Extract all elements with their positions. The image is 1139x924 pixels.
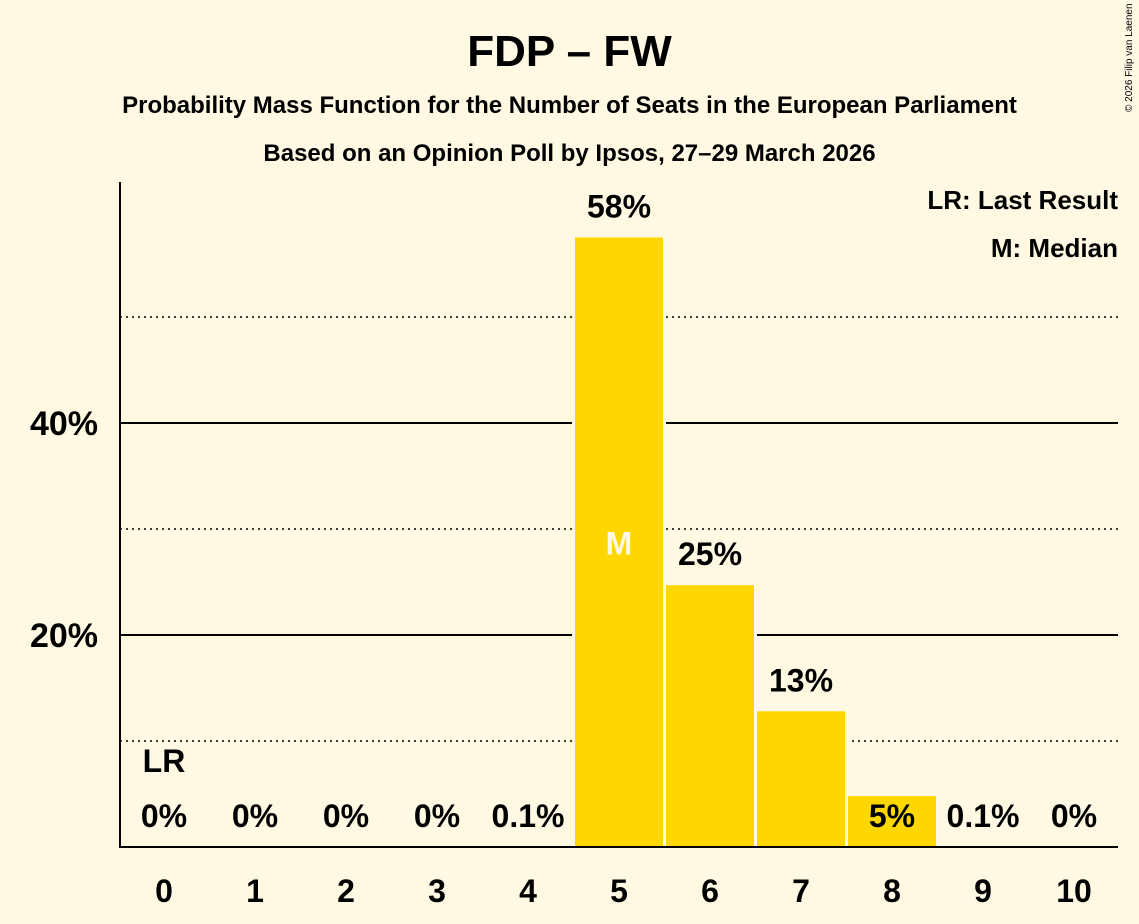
x-tick-label: 10 bbox=[1056, 873, 1092, 909]
bar-value-label: 13% bbox=[769, 662, 833, 698]
chart-subtitle: Probability Mass Function for the Number… bbox=[122, 92, 1017, 119]
bar bbox=[848, 796, 936, 847]
bar-labels: 0% 0 LR 0% 1 0% 2 0% 3 0.1% 4 58% 5 M 25% 6 13% 7 5% 8 0.1% 9… bbox=[141, 189, 1097, 910]
legend-last-result: LR: Last Result bbox=[927, 185, 1118, 215]
bar bbox=[575, 237, 663, 847]
chart-source: Based on an Opinion Poll by Ipsos, 27–29… bbox=[263, 140, 875, 167]
x-tick-label: 9 bbox=[974, 873, 992, 909]
legend-median: M: Median bbox=[991, 233, 1118, 263]
bar-value-label: 0.1% bbox=[492, 798, 565, 834]
y-tick-label: 20% bbox=[30, 617, 98, 655]
bar-value-label: 0% bbox=[141, 798, 187, 834]
bar-value-label: 0.1% bbox=[947, 798, 1020, 834]
chart-title: FDP – FW bbox=[467, 27, 672, 76]
bar bbox=[757, 711, 845, 847]
axes bbox=[119, 182, 1118, 848]
bar-value-label: 0% bbox=[414, 798, 460, 834]
x-tick-label: 5 bbox=[610, 873, 628, 909]
x-tick-label: 6 bbox=[701, 873, 719, 909]
bar-value-label: 0% bbox=[1051, 798, 1097, 834]
last-result-marker: LR bbox=[143, 743, 186, 779]
bar-value-label: 25% bbox=[678, 536, 742, 572]
bar-value-label: 0% bbox=[323, 798, 369, 834]
y-tick-label: 40% bbox=[30, 405, 98, 443]
median-marker: M bbox=[606, 525, 633, 561]
bar bbox=[666, 585, 754, 847]
bars bbox=[481, 237, 1030, 847]
bar-value-label: 58% bbox=[587, 189, 651, 225]
bar-value-label: 0% bbox=[232, 798, 278, 834]
x-tick-label: 7 bbox=[792, 873, 810, 909]
bar-value-label: 5% bbox=[869, 798, 915, 834]
x-tick-label: 3 bbox=[428, 873, 446, 909]
x-tick-label: 2 bbox=[337, 873, 355, 909]
x-tick-label: 8 bbox=[883, 873, 901, 909]
x-tick-label: 4 bbox=[519, 873, 537, 909]
x-tick-label: 0 bbox=[155, 873, 173, 909]
x-tick-label: 1 bbox=[246, 873, 264, 909]
copyright: © 2026 Filip van Laenen bbox=[1124, 3, 1135, 112]
